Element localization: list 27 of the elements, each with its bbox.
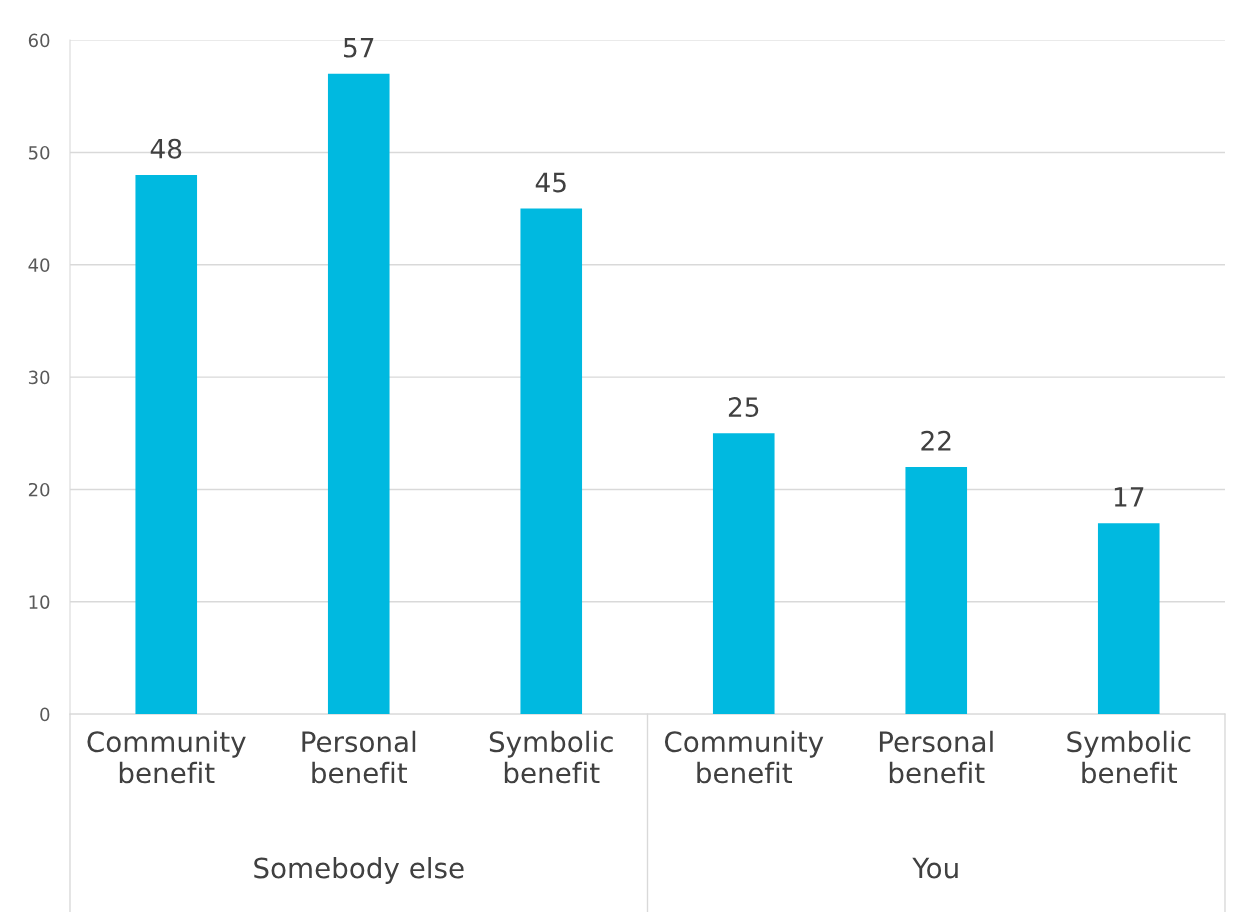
y-tick-label: 50 xyxy=(28,145,50,160)
data-label: 57 xyxy=(344,37,374,58)
y-tick-label: 20 xyxy=(28,482,50,497)
x-tick-label: Symbolic benefit xyxy=(489,730,613,784)
bar xyxy=(520,208,583,715)
data-label: 22 xyxy=(921,430,951,451)
x-tick-label: Community benefit xyxy=(664,730,824,784)
x-tick-label: Symbolic benefit xyxy=(1067,730,1191,784)
bar xyxy=(327,73,390,715)
x-tick-label: Personal benefit xyxy=(302,730,416,784)
data-label: 17 xyxy=(1114,487,1144,507)
y-tick-label: 40 xyxy=(28,258,50,272)
text: Somebody else xyxy=(254,857,464,884)
bar xyxy=(712,433,775,715)
bar xyxy=(1097,523,1160,715)
text: You xyxy=(912,857,958,879)
x-tick-label: Personal benefit xyxy=(879,730,993,784)
y-tick-label: 60 xyxy=(28,33,50,48)
y-tick-label: 0 xyxy=(40,707,50,722)
data-label: 25 xyxy=(728,397,759,418)
bar xyxy=(135,174,198,715)
data-label: 45 xyxy=(535,172,566,193)
bar xyxy=(905,466,968,715)
data-label: 48 xyxy=(150,138,182,159)
y-tick-label: 30 xyxy=(28,370,50,385)
x-tick-label: Community benefit xyxy=(87,730,246,784)
y-tick-label: 10 xyxy=(29,595,50,609)
